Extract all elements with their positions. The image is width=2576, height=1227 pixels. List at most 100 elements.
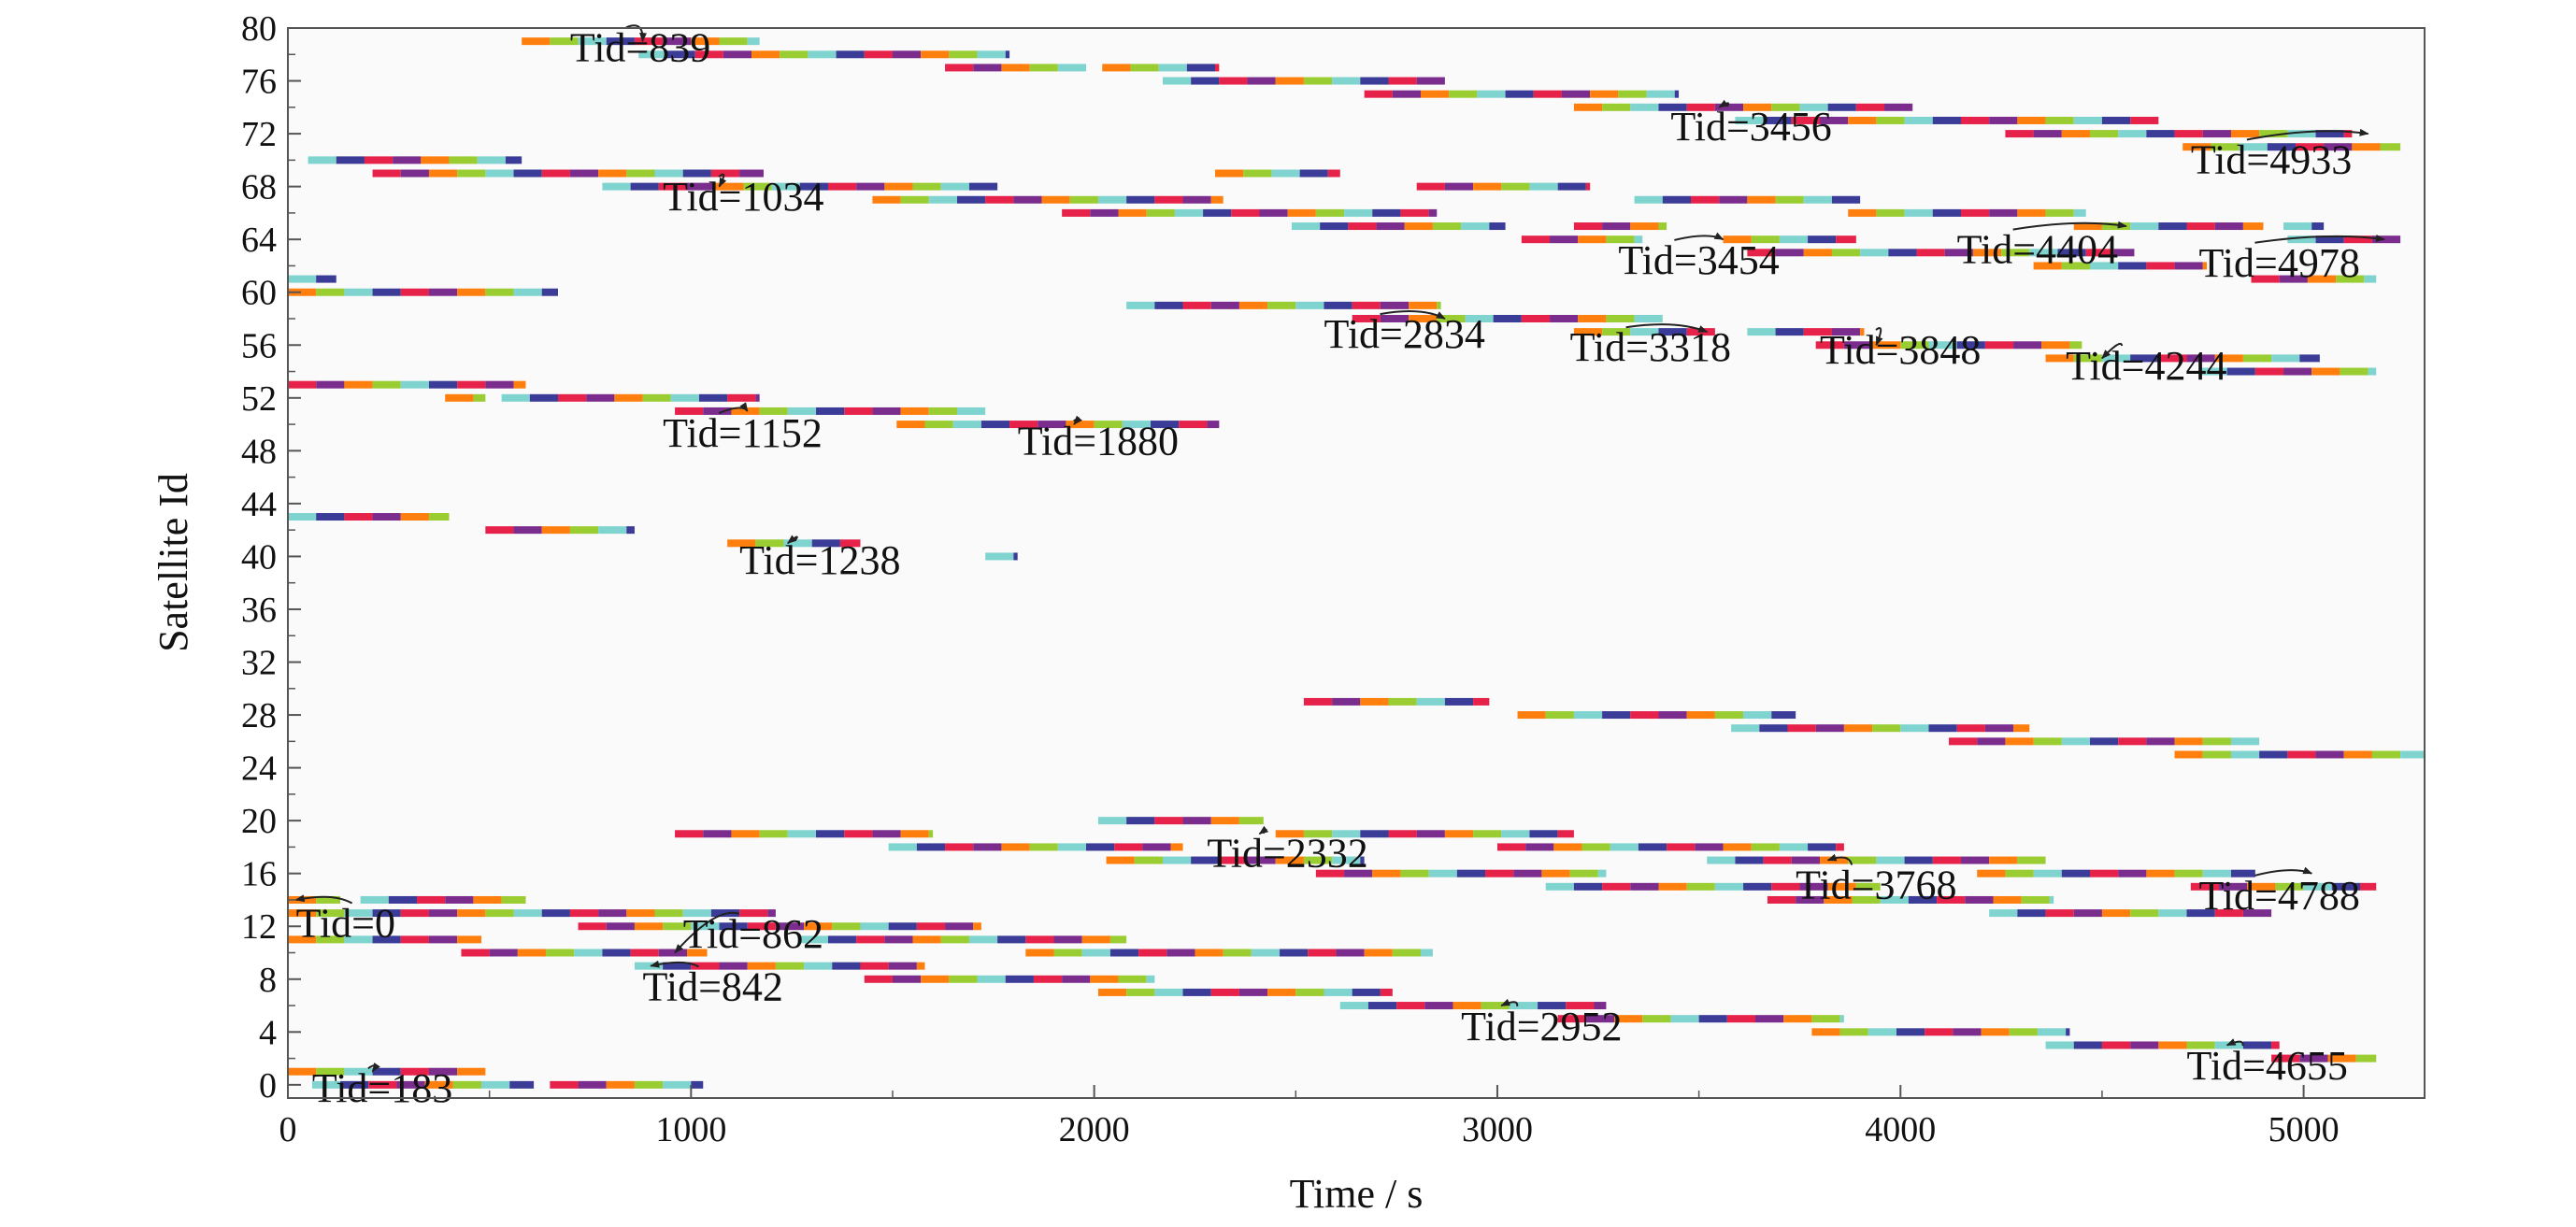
- tid-annotation: Tid=2332: [1207, 825, 1368, 877]
- bar-segment: [1843, 341, 1873, 350]
- bar-segment: [1521, 314, 1551, 322]
- bar-segment: [1146, 208, 1175, 217]
- bar-segment: [1824, 895, 1853, 904]
- bar-segment: [1090, 975, 1119, 983]
- bar-segment: [1348, 222, 1377, 231]
- bar-segment: [1372, 208, 1401, 217]
- bar-segment: [2380, 143, 2401, 151]
- bar-segment: [344, 288, 373, 296]
- tid-annotation: Tid=3848: [1820, 327, 1981, 373]
- bar-segment: [1409, 301, 1438, 309]
- annotation-arrow: [2246, 128, 2369, 141]
- y-tick-label: 28: [241, 696, 277, 735]
- bar-segment: [2073, 354, 2102, 363]
- bar-segment: [1182, 301, 1211, 309]
- bar-segment: [1062, 975, 1091, 983]
- visibility-bar: [360, 895, 526, 904]
- bar-segment: [2033, 737, 2062, 746]
- tid-annotation: Tid=1238: [739, 535, 900, 583]
- bar-segment: [1392, 949, 1422, 957]
- bar-segment: [598, 909, 627, 918]
- x-tick-label: 0: [279, 1110, 297, 1149]
- bar-segment: [400, 380, 429, 389]
- tid-annotation: Tid=1152: [663, 402, 823, 456]
- bar-segment: [428, 1067, 458, 1076]
- bar-segment: [546, 949, 575, 957]
- annotations-layer: Tid=839 Tid=3456 Tid=4933 Tid=1034 Tid=3454 T…: [294, 24, 2385, 1111]
- tid-annotation: Tid=3768: [1796, 853, 1957, 908]
- visibility-bar: [288, 288, 558, 296]
- bar-segment: [1775, 195, 1804, 204]
- bar-segment: [2045, 1041, 2074, 1049]
- bar-segment: [1831, 249, 1861, 257]
- bar-segment: [461, 949, 490, 957]
- annotation-label: Tid=3318: [1570, 324, 1731, 370]
- bar-segment: [799, 935, 828, 944]
- bar-segment: [2359, 882, 2377, 891]
- bar-segment: [513, 380, 526, 389]
- bar-segment: [2090, 869, 2119, 877]
- bar-segment: [2061, 262, 2091, 270]
- bar-segment: [1005, 975, 1034, 983]
- visibility-bar: [1545, 882, 1881, 891]
- annotation-arrow: [2101, 342, 2124, 360]
- visibility-bar: [308, 156, 522, 164]
- bar-segment: [1352, 988, 1381, 996]
- bar-segment: [1573, 882, 1603, 891]
- y-tick-label: 72: [241, 115, 277, 154]
- annotation-label: Tid=3454: [1618, 237, 1779, 283]
- tid-annotation: Tid=4788: [2198, 866, 2360, 919]
- bar-segment: [1569, 869, 1598, 877]
- bar-segment: [1191, 856, 1220, 864]
- bar-segment: [1848, 856, 1877, 864]
- bar-segment: [2182, 143, 2211, 151]
- bar-segment: [1215, 64, 1220, 72]
- bar-segment: [2130, 1041, 2159, 1049]
- bar-segment: [2073, 1041, 2102, 1049]
- bar-segment: [1081, 935, 1110, 944]
- annotation-label: Tid=3768: [1796, 863, 1956, 908]
- bar-segment: [2146, 737, 2175, 746]
- bar-segment: [1779, 235, 1809, 244]
- y-tick-label: 36: [241, 591, 277, 630]
- bar-segment: [1759, 724, 1788, 733]
- bar-segment: [2017, 116, 2046, 124]
- visibility-bar: [372, 169, 764, 178]
- bar-segment: [888, 962, 917, 970]
- visibility-bar: [2287, 235, 2401, 244]
- bar-segment: [1771, 882, 1800, 891]
- bar-segment: [945, 922, 974, 931]
- bar-segment: [1303, 77, 1333, 85]
- bar-segment: [541, 169, 570, 178]
- bar-segment: [1686, 103, 1715, 111]
- bar-segment: [457, 935, 482, 944]
- bar-segment: [2061, 130, 2091, 138]
- bar-segment: [1993, 895, 2022, 904]
- bar-segment: [1634, 235, 1643, 244]
- bar-segment: [1428, 208, 1438, 217]
- bar-segment: [1916, 249, 1945, 257]
- annotation-label: Tid=862: [683, 911, 823, 957]
- bar-segment: [1238, 817, 1264, 825]
- bar-segment: [1275, 77, 1304, 85]
- bar-segment: [2214, 909, 2243, 918]
- bar-segment: [1594, 1002, 1607, 1010]
- bar-segment: [1808, 235, 1837, 244]
- visibility-bar: [288, 380, 526, 389]
- bar-segment: [1291, 222, 1321, 231]
- bar-segment: [1182, 988, 1211, 996]
- bar-segment: [452, 1080, 482, 1089]
- y-tick-label: 48: [241, 432, 277, 471]
- visibility-bar: [634, 962, 925, 970]
- bar-segment: [2073, 116, 2102, 124]
- visibility-bar: [288, 1067, 486, 1076]
- visibility-bar: [1848, 208, 2086, 217]
- bar-segment: [663, 37, 692, 46]
- bar-segment: [2045, 354, 2074, 363]
- bar-segment: [574, 949, 603, 957]
- bar-segment: [2307, 275, 2337, 283]
- annotation-arrow: [1718, 99, 1730, 108]
- bar-segment: [2009, 1028, 2038, 1036]
- visibility-bar: [1747, 249, 2135, 257]
- bar-segment: [2214, 222, 2243, 231]
